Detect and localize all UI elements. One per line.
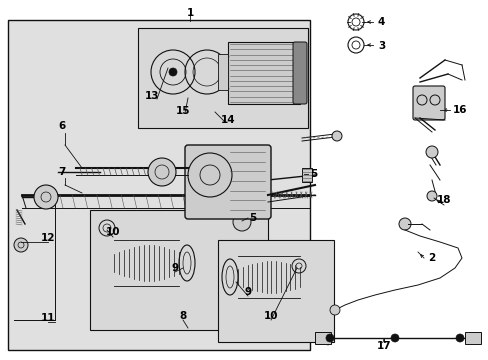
Circle shape (398, 218, 410, 230)
Bar (8, 20, 309, 350)
Text: 15: 15 (175, 106, 190, 116)
Bar (218, 240, 333, 342)
Text: 6: 6 (58, 121, 65, 131)
Circle shape (34, 185, 58, 209)
Text: 13: 13 (144, 91, 159, 101)
Text: 16: 16 (452, 105, 467, 115)
FancyBboxPatch shape (184, 145, 270, 219)
Text: 18: 18 (436, 195, 450, 205)
Circle shape (426, 191, 436, 201)
Bar (218, 54, 227, 90)
Text: 2: 2 (427, 253, 434, 263)
Text: 5: 5 (248, 213, 256, 223)
Circle shape (148, 158, 176, 186)
Text: 7: 7 (58, 167, 65, 177)
Text: 11: 11 (41, 313, 55, 323)
Text: 1: 1 (186, 8, 193, 18)
Text: 5: 5 (309, 169, 317, 179)
Text: 14: 14 (220, 115, 235, 125)
Circle shape (455, 334, 463, 342)
FancyBboxPatch shape (412, 86, 444, 120)
Circle shape (390, 334, 398, 342)
Circle shape (425, 146, 437, 158)
Bar (138, 28, 307, 128)
Text: 9: 9 (244, 287, 251, 297)
Circle shape (14, 238, 28, 252)
Text: 17: 17 (376, 341, 390, 351)
Text: 3: 3 (377, 41, 385, 51)
Text: 8: 8 (179, 311, 186, 321)
Circle shape (329, 305, 339, 315)
Bar (314, 332, 330, 344)
Text: 10: 10 (105, 227, 120, 237)
Circle shape (169, 68, 177, 76)
Circle shape (232, 213, 250, 231)
Circle shape (331, 131, 341, 141)
Bar (302, 168, 311, 182)
FancyBboxPatch shape (292, 42, 306, 104)
Circle shape (325, 334, 333, 342)
Bar (464, 332, 480, 344)
Text: 10: 10 (263, 311, 278, 321)
Text: 9: 9 (171, 263, 178, 273)
Text: 4: 4 (377, 17, 385, 27)
Text: 12: 12 (41, 233, 55, 243)
Bar (90, 210, 267, 330)
Bar (227, 42, 299, 104)
